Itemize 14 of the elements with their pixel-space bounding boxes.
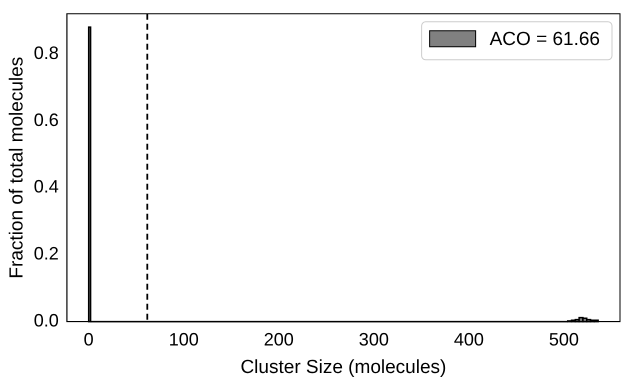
- legend-label: ACO = 61.66: [490, 29, 600, 50]
- x-axis-title: Cluster Size (molecules): [240, 356, 446, 378]
- y-tick-label: 0.0: [34, 310, 59, 331]
- x-tick-label: 100: [168, 329, 199, 350]
- x-tick-label: 0: [84, 329, 94, 350]
- y-axis-title: Fraction of total molecules: [6, 56, 28, 279]
- y-tick-label: 0.2: [34, 244, 59, 264]
- x-tick-label: 500: [548, 329, 579, 350]
- y-tick-label: 0.4: [34, 176, 59, 197]
- x-tick-label: 200: [264, 329, 294, 350]
- x-tick-label: 400: [454, 329, 484, 350]
- y-tick-label: 0.6: [34, 110, 59, 130]
- y-tick-label: 0.8: [34, 42, 59, 63]
- x-tick-label: 300: [358, 329, 389, 350]
